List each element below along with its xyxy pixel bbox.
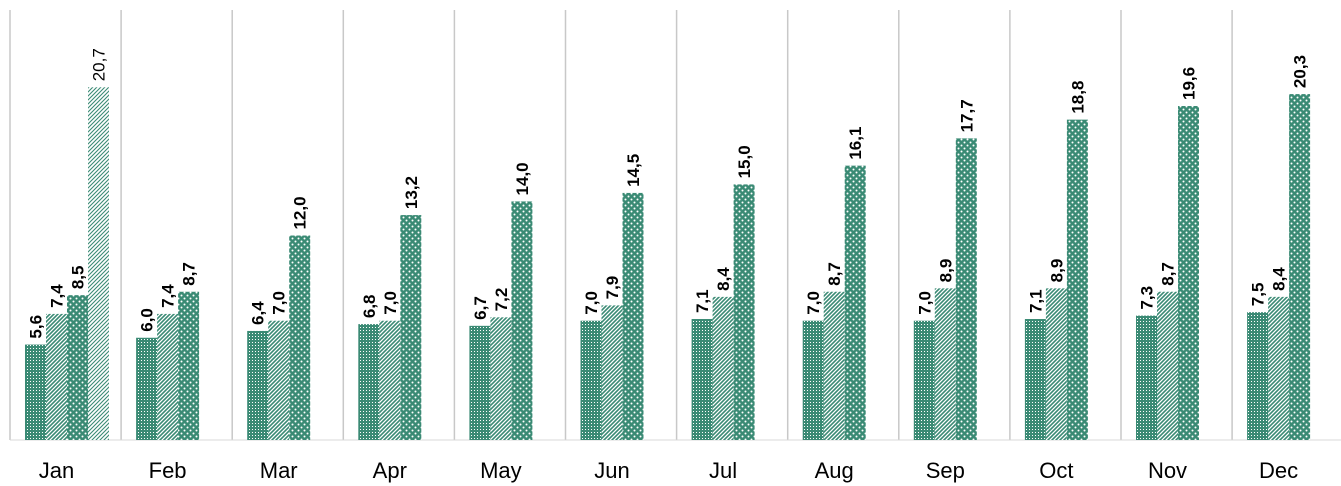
bar-series-b-aug [823, 291, 845, 440]
bar-series-c-sep [955, 138, 977, 440]
bar-series-c-may [511, 201, 533, 440]
data-label-series-a-sep: 7,0 [915, 291, 934, 315]
data-label-series-c-may: 14,0 [513, 162, 532, 195]
data-label-series-b-sep: 8,9 [936, 259, 955, 283]
x-tick-label-feb: Feb [149, 458, 187, 483]
bar-series-a-dec [1247, 312, 1269, 440]
data-label-series-a-dec: 7,5 [1249, 283, 1268, 307]
bar-series-a-mar [247, 330, 269, 440]
data-label-series-b-jul: 8,4 [714, 267, 733, 291]
x-tick-label-jun: Jun [594, 458, 629, 483]
x-tick-label-sep: Sep [926, 458, 965, 483]
bar-series-c-feb [178, 291, 200, 440]
data-label-series-b-jun: 7,9 [603, 276, 622, 300]
bar-series-c-dec [1289, 94, 1311, 440]
data-label-series-b-apr: 7,0 [381, 291, 400, 315]
x-tick-label-may: May [480, 458, 522, 483]
bar-series-b-dec [1268, 296, 1290, 440]
bar-series-b-feb [157, 313, 179, 440]
data-label-series-c-jun: 14,5 [624, 154, 643, 187]
bar-series-a-oct [1024, 319, 1046, 440]
bar-series-b-jun [601, 305, 623, 440]
x-tick-label-apr: Apr [373, 458, 407, 483]
data-label-series-b-may: 7,2 [492, 288, 511, 312]
data-label-series-b-oct: 8,9 [1047, 259, 1066, 283]
data-label-series-d-jan: 20,7 [90, 48, 109, 81]
data-label-series-b-mar: 7,0 [270, 291, 289, 315]
x-tick-label-jul: Jul [709, 458, 737, 483]
data-label-series-c-sep: 17,7 [957, 99, 976, 132]
bar-series-a-feb [136, 337, 158, 440]
bar-series-c-oct [1066, 119, 1088, 440]
data-label-series-a-mar: 6,4 [249, 301, 268, 325]
data-label-series-a-jun: 7,0 [582, 291, 601, 315]
data-label-series-b-dec: 8,4 [1270, 267, 1289, 291]
bar-series-a-sep [913, 320, 935, 440]
data-label-series-a-nov: 7,3 [1138, 286, 1157, 310]
data-label-series-b-jan: 7,4 [48, 284, 67, 308]
bar-series-a-may [469, 325, 491, 440]
data-label-series-b-aug: 8,7 [825, 262, 844, 286]
data-label-series-a-apr: 6,8 [360, 294, 379, 318]
data-label-series-c-mar: 12,0 [291, 196, 310, 229]
data-label-series-a-aug: 7,0 [804, 291, 823, 315]
bar-series-a-nov [1136, 315, 1157, 440]
x-tick-label-aug: Aug [815, 458, 854, 483]
bar-series-c-nov [1178, 106, 1199, 441]
x-tick-label-jan: Jan [39, 458, 74, 483]
x-tick-label-dec: Dec [1259, 458, 1298, 483]
data-label-series-a-oct: 7,1 [1026, 289, 1045, 313]
bar-series-a-apr [358, 324, 380, 440]
data-label-series-c-nov: 19,6 [1180, 67, 1199, 100]
bar-series-b-jan [46, 313, 67, 440]
bar-series-a-aug [802, 320, 824, 440]
bar-series-b-jul [712, 296, 734, 440]
data-label-series-a-may: 6,7 [471, 296, 490, 320]
bar-series-d-jan [88, 87, 109, 440]
data-label-series-a-feb: 6,0 [138, 308, 157, 332]
bar-series-b-sep [934, 288, 956, 440]
bar-series-b-nov [1157, 291, 1178, 440]
data-label-series-c-feb: 8,7 [180, 262, 199, 286]
bar-series-c-mar [289, 235, 311, 440]
x-tick-label-oct: Oct [1039, 458, 1073, 483]
data-label-series-b-feb: 7,4 [159, 284, 178, 308]
bar-series-a-jan [25, 344, 46, 440]
bar-series-c-aug [844, 165, 866, 440]
data-label-series-c-oct: 18,8 [1068, 81, 1087, 114]
data-label-series-c-jan: 8,5 [69, 266, 88, 290]
bar-series-c-apr [400, 215, 422, 440]
data-label-series-b-nov: 8,7 [1159, 262, 1178, 286]
bar-series-c-jun [622, 192, 644, 440]
bar-series-c-jul [733, 184, 755, 440]
x-tick-label-nov: Nov [1148, 458, 1187, 483]
data-label-series-c-aug: 16,1 [846, 127, 865, 160]
bar-series-c-jan [67, 295, 88, 440]
bar-series-b-may [490, 317, 512, 440]
bar-series-a-jun [580, 320, 602, 440]
data-label-series-c-dec: 20,3 [1291, 55, 1310, 88]
x-tick-label-mar: Mar [260, 458, 298, 483]
bar-series-a-jul [691, 319, 713, 440]
bar-series-b-mar [268, 320, 290, 440]
data-label-series-a-jul: 7,1 [693, 289, 712, 313]
bar-series-b-apr [379, 320, 401, 440]
data-label-series-c-apr: 13,2 [402, 176, 421, 209]
bar-series-b-oct [1045, 288, 1067, 440]
data-label-series-c-jul: 15,0 [735, 145, 754, 178]
data-label-series-a-jan: 5,6 [27, 315, 46, 339]
